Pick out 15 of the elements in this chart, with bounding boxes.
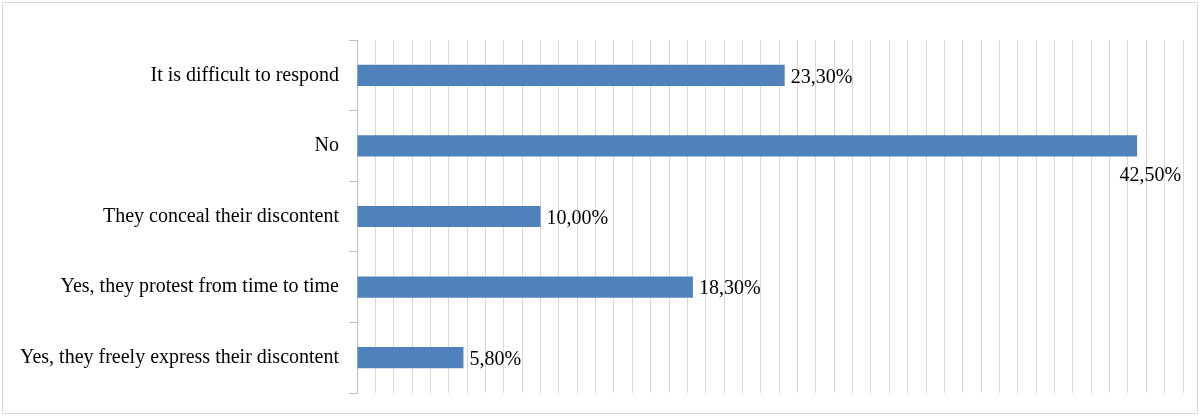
data-label: 10,00% (546, 205, 609, 228)
y-tick-label: It is difficult to respond (150, 62, 339, 86)
bar (357, 64, 785, 86)
y-tick-label: Yes, they protest from time to time (60, 274, 340, 298)
y-tick-label: No (314, 133, 339, 156)
bar (357, 135, 1138, 157)
data-label: 23,30% (790, 64, 853, 87)
data-label: 42,50% (1119, 163, 1182, 186)
data-label: 18,30% (698, 276, 761, 299)
bar (357, 205, 541, 228)
bar (357, 276, 693, 298)
y-tick-label: Yes, they freely express their discontent (19, 344, 340, 368)
bar (357, 347, 464, 369)
data-label: 5,80% (469, 346, 522, 369)
y-tick-label: They conceal their discontent (102, 203, 340, 227)
